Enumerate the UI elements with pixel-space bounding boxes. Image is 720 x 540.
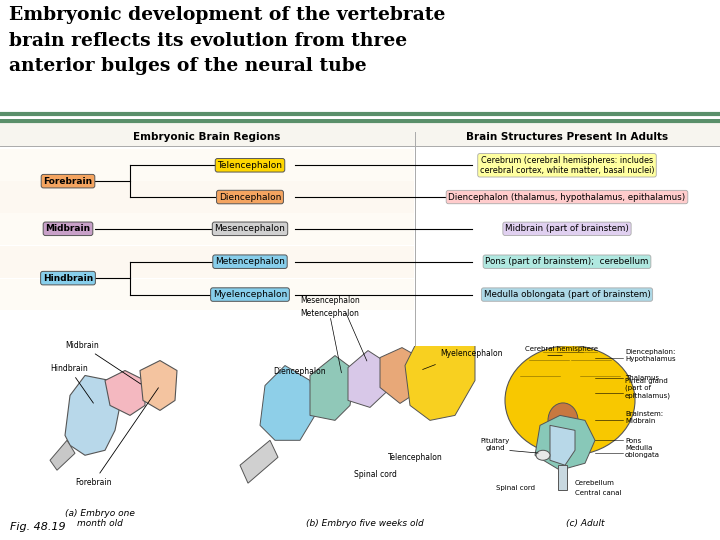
Text: Midbrain: Midbrain bbox=[45, 224, 91, 233]
Text: Mesencephalon: Mesencephalon bbox=[215, 224, 285, 233]
Text: Telencephalon: Telencephalon bbox=[217, 161, 282, 170]
Text: Thalamus: Thalamus bbox=[625, 375, 659, 381]
Polygon shape bbox=[558, 465, 567, 490]
Text: Myelencephalon: Myelencephalon bbox=[440, 348, 503, 357]
Text: Pituitary
gland: Pituitary gland bbox=[480, 438, 510, 451]
Ellipse shape bbox=[536, 450, 550, 460]
Bar bbox=[0, 181, 414, 213]
Text: Brain Structures Present In Adults: Brain Structures Present In Adults bbox=[466, 132, 668, 143]
Text: Cerebellum: Cerebellum bbox=[575, 480, 615, 486]
Text: Metencephalon: Metencephalon bbox=[300, 309, 359, 318]
Text: Midbrain: Midbrain bbox=[65, 341, 140, 384]
Polygon shape bbox=[405, 326, 475, 420]
Text: Fig. 48.19: Fig. 48.19 bbox=[10, 522, 66, 532]
Text: Embryonic development of the vertebrate
brain reflects its evolution from three
: Embryonic development of the vertebrate … bbox=[9, 6, 445, 76]
Polygon shape bbox=[380, 348, 425, 403]
Polygon shape bbox=[348, 350, 388, 407]
Polygon shape bbox=[50, 440, 75, 470]
Polygon shape bbox=[535, 415, 595, 470]
Polygon shape bbox=[550, 426, 575, 465]
Text: Medulla
oblongata: Medulla oblongata bbox=[625, 446, 660, 458]
Text: Spinal cord: Spinal cord bbox=[496, 485, 535, 491]
Text: (c) Adult: (c) Adult bbox=[566, 519, 604, 528]
Text: Telencephalon: Telencephalon bbox=[387, 453, 442, 462]
Polygon shape bbox=[260, 366, 315, 440]
Text: Diencephalon: Diencephalon bbox=[274, 367, 326, 375]
Ellipse shape bbox=[548, 403, 578, 438]
Polygon shape bbox=[65, 375, 120, 455]
Text: Diencephalon: Diencephalon bbox=[219, 193, 282, 201]
Bar bbox=[0, 213, 414, 245]
Text: Brainstem:
Midbrain: Brainstem: Midbrain bbox=[625, 411, 663, 424]
Text: Hindbrain: Hindbrain bbox=[50, 363, 94, 403]
Text: Cerebral hemisphere: Cerebral hemisphere bbox=[525, 346, 598, 352]
Bar bbox=[0, 246, 414, 278]
Polygon shape bbox=[240, 440, 278, 483]
Text: Mesencephalon: Mesencephalon bbox=[300, 296, 360, 305]
Text: Central canal: Central canal bbox=[575, 490, 621, 496]
Text: Diencephalon (thalamus, hypothalamus, epithalamus): Diencephalon (thalamus, hypothalamus, ep… bbox=[449, 193, 685, 201]
Text: (b) Embryo five weeks old: (b) Embryo five weeks old bbox=[306, 519, 424, 528]
Polygon shape bbox=[105, 370, 145, 415]
Text: Metencephalon: Metencephalon bbox=[215, 257, 285, 266]
Polygon shape bbox=[310, 355, 355, 420]
Text: Cerebrum (cerebral hemispheres: includes
cerebral cortex, white matter, basal nu: Cerebrum (cerebral hemispheres: includes… bbox=[480, 156, 654, 175]
Text: Pons: Pons bbox=[625, 438, 642, 444]
Text: Pons (part of brainstem);  cerebellum: Pons (part of brainstem); cerebellum bbox=[485, 257, 649, 266]
Text: Hindbrain: Hindbrain bbox=[43, 274, 93, 282]
Text: Forebrain: Forebrain bbox=[43, 177, 93, 186]
Text: Spinal cord: Spinal cord bbox=[354, 470, 397, 479]
Text: Medulla oblongata (part of brainstem): Medulla oblongata (part of brainstem) bbox=[484, 290, 650, 299]
Text: (a) Embryo one
month old: (a) Embryo one month old bbox=[65, 509, 135, 528]
Polygon shape bbox=[140, 361, 177, 410]
Text: Pineal gland
(part of
epithalamus): Pineal gland (part of epithalamus) bbox=[625, 378, 671, 399]
Text: Diencephalon:
Hypothalamus: Diencephalon: Hypothalamus bbox=[625, 348, 675, 362]
Bar bbox=[0, 119, 720, 146]
Bar bbox=[0, 150, 414, 181]
Bar bbox=[0, 279, 414, 310]
Text: Forebrain: Forebrain bbox=[75, 388, 158, 487]
Text: Myelencephalon: Myelencephalon bbox=[213, 290, 287, 299]
Ellipse shape bbox=[505, 346, 635, 455]
Text: Embryonic Brain Regions: Embryonic Brain Regions bbox=[133, 132, 281, 143]
Text: Midbrain (part of brainstem): Midbrain (part of brainstem) bbox=[505, 224, 629, 233]
